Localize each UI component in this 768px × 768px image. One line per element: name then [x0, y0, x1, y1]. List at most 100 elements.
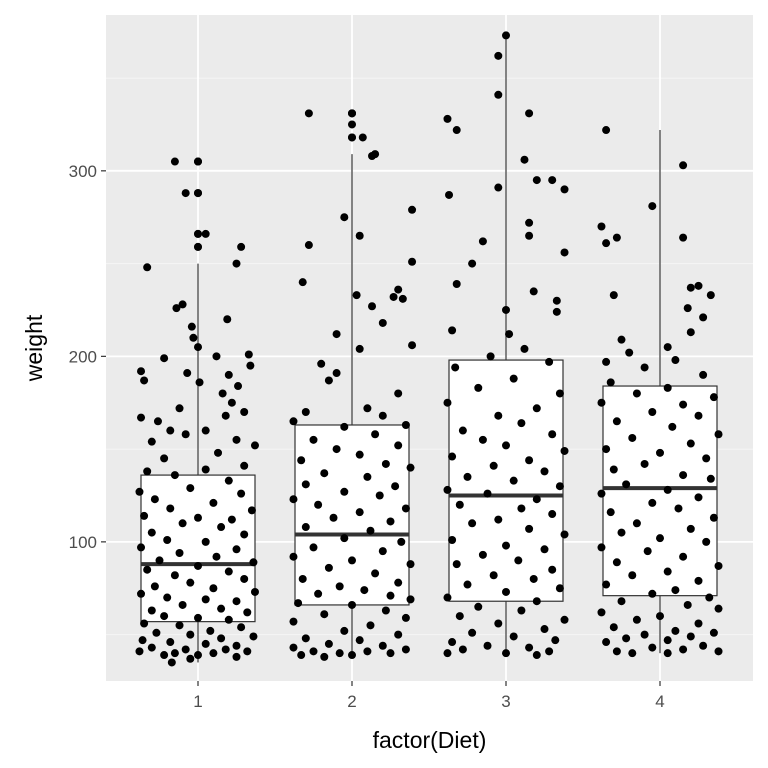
data-point	[175, 404, 184, 413]
data-point	[194, 561, 202, 570]
data-point	[160, 354, 169, 363]
data-point	[452, 126, 461, 135]
data-point	[517, 419, 526, 428]
data-point	[401, 504, 410, 513]
data-point	[246, 361, 255, 370]
data-point	[329, 513, 338, 522]
data-point	[217, 634, 226, 643]
data-point	[509, 374, 518, 383]
data-point	[153, 417, 162, 426]
data-point	[612, 558, 621, 567]
data-point	[443, 485, 452, 494]
data-point	[147, 643, 156, 652]
data-point	[702, 454, 711, 463]
data-point	[201, 426, 210, 435]
data-point	[699, 641, 708, 650]
data-point	[602, 445, 611, 454]
data-point	[218, 389, 227, 398]
data-point	[194, 229, 202, 238]
x-axis-tick-labels: 1 2 3 4	[193, 692, 664, 711]
data-point	[502, 31, 510, 40]
data-point	[195, 378, 204, 387]
data-point	[355, 344, 364, 353]
data-point	[301, 634, 310, 643]
data-point	[668, 422, 677, 431]
data-point	[394, 578, 403, 587]
data-point	[648, 498, 657, 507]
data-point	[679, 233, 688, 242]
data-point	[143, 263, 152, 272]
data-point	[540, 467, 549, 476]
data-point	[686, 632, 695, 641]
data-point	[463, 472, 472, 481]
data-point	[304, 241, 313, 250]
data-point	[194, 651, 202, 660]
data-point	[237, 623, 246, 632]
data-point	[320, 652, 329, 661]
data-point	[138, 636, 147, 645]
data-point	[612, 417, 621, 426]
data-point	[489, 461, 498, 470]
data-point	[335, 649, 344, 658]
axis-ticks	[101, 170, 661, 686]
data-point	[509, 476, 518, 485]
data-point	[250, 587, 259, 596]
data-point	[478, 435, 487, 444]
data-point	[170, 649, 179, 658]
data-point	[548, 176, 557, 185]
data-point	[243, 647, 252, 656]
data-point	[663, 567, 672, 576]
data-point	[348, 651, 356, 660]
data-point	[663, 649, 672, 658]
x-tick-label: 2	[347, 692, 356, 711]
data-point	[448, 326, 457, 335]
data-point	[532, 597, 541, 606]
data-point	[178, 600, 187, 609]
data-point	[483, 641, 492, 650]
data-point	[378, 547, 387, 556]
data-point	[212, 552, 221, 561]
data-point	[612, 647, 621, 656]
data-point	[194, 343, 202, 352]
data-point	[683, 304, 692, 313]
data-point	[137, 367, 146, 376]
data-point	[494, 515, 503, 524]
data-point	[609, 291, 618, 300]
data-point	[240, 408, 249, 417]
data-point	[298, 574, 307, 583]
data-point	[371, 430, 380, 439]
data-point	[189, 333, 198, 342]
data-point	[709, 628, 718, 637]
data-point	[397, 537, 406, 546]
data-point	[348, 109, 356, 118]
data-point	[443, 114, 452, 123]
data-point	[560, 530, 569, 539]
data-point	[155, 556, 164, 565]
data-point	[227, 398, 236, 407]
data-point	[181, 189, 190, 198]
data-point	[448, 452, 457, 461]
data-point	[243, 608, 252, 617]
data-point	[244, 350, 253, 359]
data-point	[656, 534, 664, 543]
data-point	[297, 456, 306, 465]
data-point	[160, 651, 169, 660]
data-point	[183, 369, 192, 378]
data-point	[232, 597, 241, 606]
data-point	[389, 292, 398, 301]
data-point	[525, 643, 534, 652]
data-point	[555, 482, 564, 491]
data-point	[606, 378, 615, 387]
data-point	[194, 613, 202, 622]
data-point	[249, 632, 258, 641]
data-point	[186, 654, 195, 663]
data-point	[679, 161, 688, 170]
data-point	[486, 352, 495, 361]
data-point	[643, 547, 652, 556]
data-point	[706, 474, 715, 483]
data-point	[150, 582, 159, 591]
data-point	[140, 511, 149, 520]
data-point	[147, 528, 156, 537]
data-point	[140, 619, 149, 628]
data-point	[686, 524, 695, 533]
